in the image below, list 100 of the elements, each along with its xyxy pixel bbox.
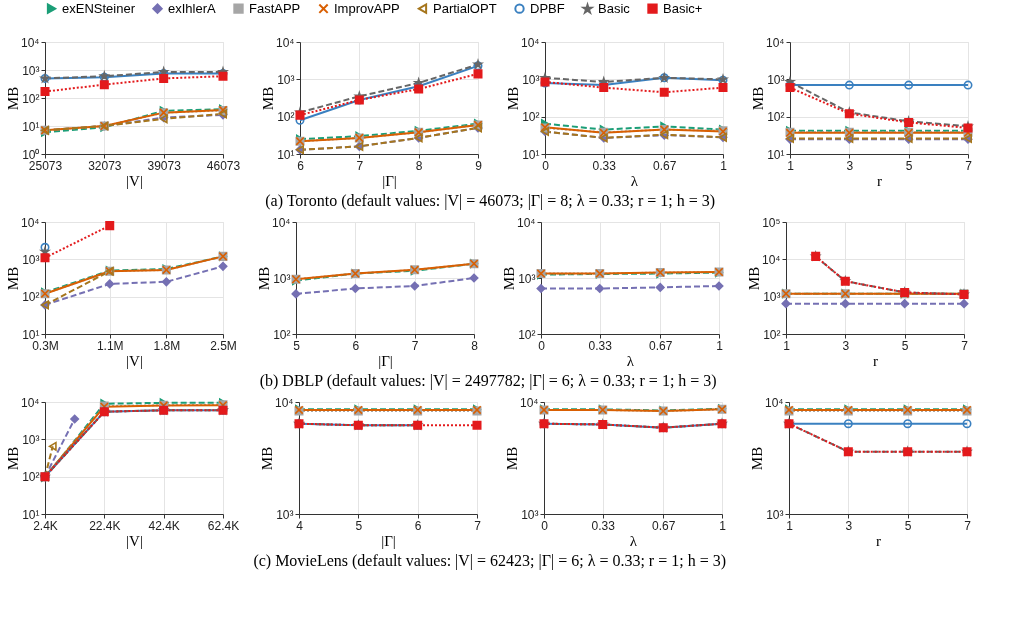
x-axis-title: r bbox=[873, 352, 878, 369]
x-tick-label: 1 bbox=[783, 338, 791, 353]
y-tick-label: 10¹ bbox=[277, 147, 295, 162]
y-axis-title: MB bbox=[5, 446, 21, 471]
y-tick-label: 10⁴ bbox=[765, 35, 785, 50]
x-tick-label: 0.33 bbox=[592, 158, 617, 173]
y-tick-label: 10² bbox=[22, 91, 40, 106]
x-tick-label: 7 bbox=[411, 338, 419, 353]
y-axis-title: MB bbox=[260, 86, 276, 111]
x-tick-label: 62.4K bbox=[207, 518, 240, 533]
y-tick-label: 10² bbox=[767, 110, 785, 125]
x-axis-title: r bbox=[877, 172, 882, 189]
x-tick-label: 1.1M bbox=[96, 338, 124, 353]
x-tick-label: 1 bbox=[716, 338, 724, 353]
legend-label: Basic bbox=[598, 1, 631, 17]
x-axis-title: λ bbox=[629, 532, 638, 549]
x-axis-title: |Γ| bbox=[381, 532, 396, 549]
x-tick-label: 8 bbox=[415, 158, 423, 173]
y-axis-title: MB bbox=[5, 266, 21, 291]
x-tick-label: 1 bbox=[786, 518, 794, 533]
x-tick-label: 0.33 bbox=[588, 338, 613, 353]
y-tick-label: 10³ bbox=[766, 507, 784, 522]
y-tick-label: 10⁴ bbox=[764, 395, 784, 410]
x-tick-label: 39073 bbox=[147, 158, 182, 173]
y-tick-label: 10³ bbox=[763, 290, 781, 305]
y-tick-label: 10³ bbox=[767, 72, 785, 87]
x-tick-label: 0 bbox=[538, 338, 546, 353]
legend-label: exENSteiner bbox=[62, 0, 136, 16]
x-tick-label: 5 bbox=[355, 518, 363, 533]
y-tick-label: 10² bbox=[522, 110, 540, 125]
y-tick-label: 10² bbox=[277, 110, 295, 125]
y-tick-label: 10¹ bbox=[522, 147, 540, 162]
y-tick-label: 10³ bbox=[277, 72, 295, 87]
x-tick-label: 42.4K bbox=[148, 518, 180, 533]
x-tick-label: 7 bbox=[964, 518, 972, 533]
x-tick-label: 4 bbox=[296, 518, 304, 533]
y-tick-label: 10³ bbox=[518, 271, 536, 286]
x-tick-label: 7 bbox=[474, 518, 482, 533]
x-tick-label: 6 bbox=[414, 518, 422, 533]
x-tick-label: 1 bbox=[787, 158, 795, 173]
y-tick-label: 10³ bbox=[273, 271, 291, 286]
x-tick-label: 0.33 bbox=[591, 518, 616, 533]
y-axis-title: MB bbox=[5, 86, 21, 111]
x-axis-title: |V| bbox=[126, 532, 143, 549]
x-tick-label: 5 bbox=[901, 338, 909, 353]
x-tick-label: 7 bbox=[961, 338, 969, 353]
y-axis-title: MB bbox=[259, 446, 275, 471]
y-axis-title: MB bbox=[749, 446, 765, 471]
legend-label: Basic+ bbox=[663, 0, 703, 16]
y-tick-label: 10⁴ bbox=[274, 395, 294, 410]
y-tick-label: 10⁴ bbox=[20, 215, 40, 230]
y-tick-label: 10² bbox=[273, 327, 291, 342]
x-tick-label: 46073 bbox=[206, 158, 241, 173]
x-axis-title: |V| bbox=[126, 172, 143, 189]
x-tick-label: 6 bbox=[297, 158, 305, 173]
x-tick-label: 0 bbox=[541, 518, 549, 533]
y-axis-title: MB bbox=[505, 86, 521, 111]
x-axis-title: |Γ| bbox=[382, 172, 397, 189]
y-tick-label: 10² bbox=[763, 327, 781, 342]
y-tick-label: 10⁴ bbox=[516, 215, 536, 230]
text: (c) MovieLens (default values: |V| = 62423; |Γ| = 6; λ = 0.33; r = 1; h = 3) bbox=[253, 551, 727, 570]
y-tick-label: 10⁴ bbox=[275, 35, 295, 50]
text: (a) Toronto (default values: |V| = 46073; |Γ| = 8; λ = 0.33; r = 1; h = 3) bbox=[265, 191, 716, 210]
y-tick-label: 10⁴ bbox=[20, 35, 40, 50]
x-tick-label: 3 bbox=[846, 158, 854, 173]
x-tick-label: 1.8M bbox=[153, 338, 181, 353]
y-tick-label: 10³ bbox=[22, 63, 40, 78]
y-tick-label: 10¹ bbox=[767, 147, 785, 162]
x-axis-title: |V| bbox=[126, 352, 143, 369]
x-tick-label: 7 bbox=[965, 158, 973, 173]
y-tick-label: 10⁴ bbox=[520, 35, 540, 50]
x-axis-title: r bbox=[876, 532, 881, 549]
y-tick-label: 10² bbox=[22, 290, 40, 305]
x-tick-label: 22.4K bbox=[89, 518, 121, 533]
y-axis-title: MB bbox=[750, 86, 766, 111]
legend-label: FastAPP bbox=[249, 0, 301, 16]
x-tick-label: 5 bbox=[293, 338, 301, 353]
y-axis-title: MB bbox=[501, 266, 517, 291]
x-tick-label: 0.67 bbox=[652, 518, 676, 533]
y-tick-label: 10⁴ bbox=[761, 252, 781, 267]
y-tick-label: 10³ bbox=[276, 507, 294, 522]
x-axis-title: λ bbox=[626, 352, 635, 369]
x-tick-label: 5 bbox=[905, 158, 913, 173]
y-tick-label: 10¹ bbox=[22, 119, 40, 134]
y-axis-title: MB bbox=[256, 266, 272, 291]
y-tick-label: 10⁴ bbox=[519, 395, 539, 410]
y-tick-label: 10⁵ bbox=[762, 215, 781, 230]
x-tick-label: 5 bbox=[904, 518, 912, 533]
y-tick-label: 10³ bbox=[22, 432, 40, 447]
x-tick-label: 8 bbox=[471, 338, 479, 353]
x-tick-label: 1 bbox=[720, 158, 728, 173]
x-tick-label: 0 bbox=[542, 158, 550, 173]
x-tick-label: 0.67 bbox=[653, 158, 677, 173]
y-axis-title: MB bbox=[746, 266, 762, 291]
y-tick-label: 10² bbox=[22, 470, 40, 485]
legend-label: PartialOPT bbox=[433, 0, 497, 16]
y-axis-title: MB bbox=[504, 446, 520, 471]
x-tick-label: 7 bbox=[356, 158, 364, 173]
x-tick-label: 0.67 bbox=[649, 338, 673, 353]
y-tick-label: 10³ bbox=[522, 72, 540, 87]
